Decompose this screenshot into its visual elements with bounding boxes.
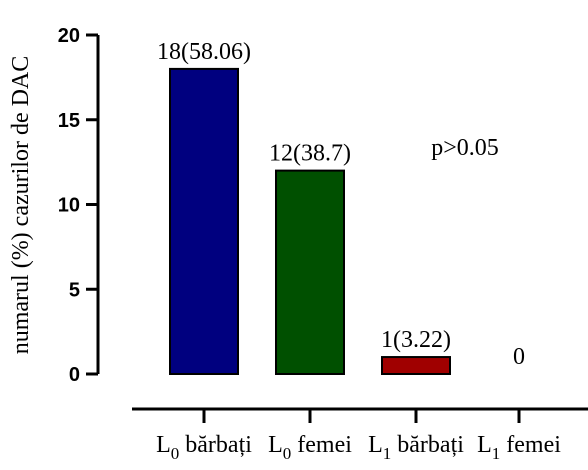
data-label: 18(58.06) [157,39,251,65]
x-tick-label: L0 femei [268,432,352,463]
data-labels: 18(58.06) 12(38.7) 1(3.22) 0 [157,39,525,370]
x-tick-label: L1 femei [477,432,561,463]
y-tick-label: 15 [58,110,80,132]
data-label: 12(38.7) [269,141,351,167]
x-tick-label: L1 bărbați [368,432,464,463]
y-tick-label: 20 [58,25,80,47]
p-value-annotation: p>0.05 [431,135,499,161]
x-axis: L0 bărbați L0 femei L1 bărbați L1 femei [132,407,588,463]
y-axis: 0 5 10 15 20 [58,25,100,386]
bar [275,169,345,375]
y-axis-label: numarul (%) cazurilor de DAC [8,56,34,355]
y-tick-label: 5 [69,279,80,301]
bar [381,356,451,375]
bar [169,67,239,376]
bars [169,67,451,376]
data-label: 0 [513,344,525,370]
y-tick-label: 0 [69,364,80,386]
data-label: 1(3.22) [381,327,451,353]
y-tick-label: 10 [58,195,80,217]
x-tick-label: L0 bărbați [156,432,252,463]
